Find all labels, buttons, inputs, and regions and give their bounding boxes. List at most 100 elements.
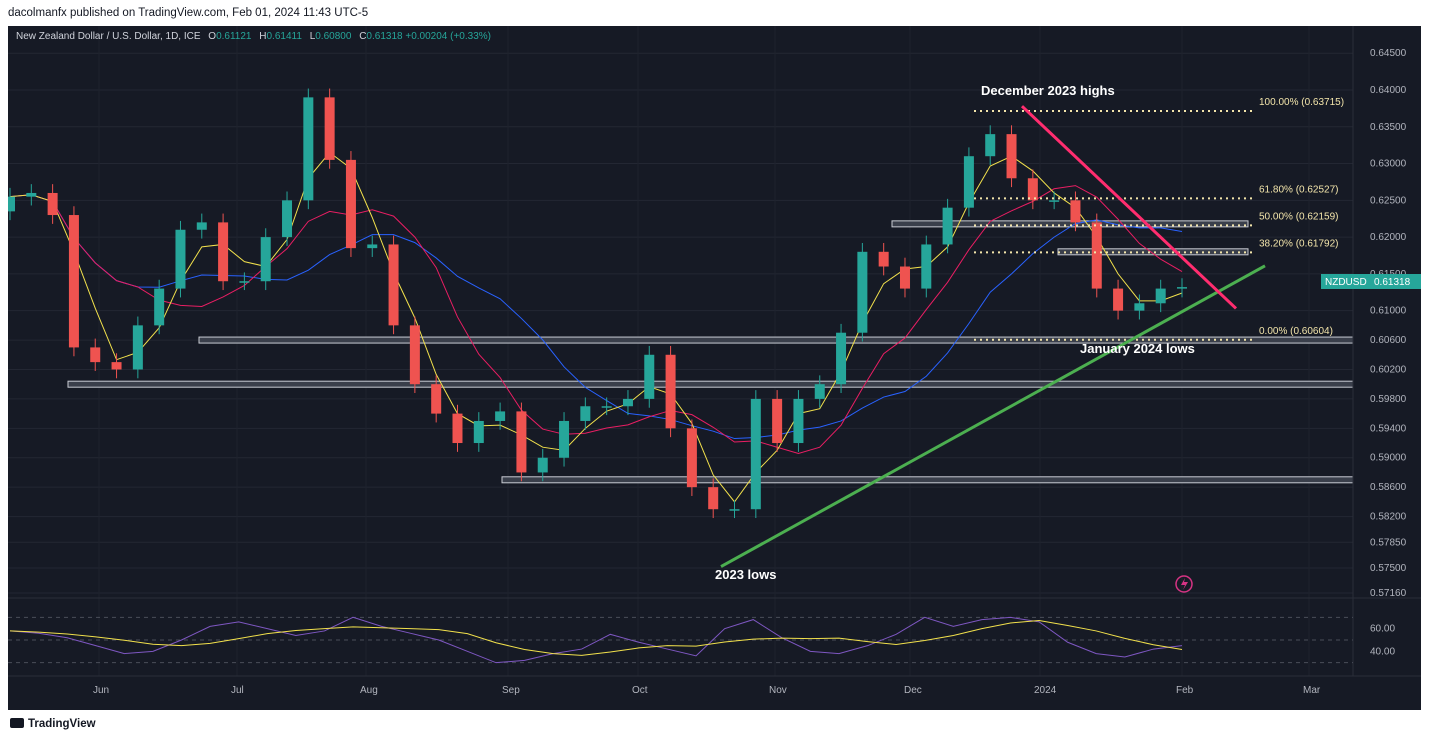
price-chart-svg[interactable]: 100.00% (0.63715) 61.80% (0.62527) 50.00% … — [8, 26, 1421, 710]
price-tick-label: 0.63000 — [1370, 159, 1407, 170]
candle-body — [793, 398, 804, 444]
fib-label: 100.00% (0.63715) — [1259, 97, 1344, 108]
candle-body — [878, 251, 889, 267]
sma-50-line — [9, 151, 1183, 503]
tradingview-logo[interactable]: TradingView — [10, 718, 96, 730]
candle-body — [750, 398, 761, 510]
candle-body — [665, 354, 676, 429]
symbol-legend: New Zealand Dollar / U.S. Dollar, 1D, IC… — [16, 31, 491, 42]
candle-body — [772, 398, 783, 444]
candle-body — [729, 509, 740, 511]
candle-body — [1027, 178, 1038, 201]
candle-body — [367, 244, 378, 249]
uptrend-line — [720, 264, 1266, 568]
publisher-credit: dacolmanfx published on TradingView.com,… — [8, 7, 369, 19]
annotation-2023-lows: 2023 lows — [715, 567, 776, 582]
time-tick-label: Mar — [1303, 685, 1321, 696]
price-tick-label: 0.57160 — [1370, 588, 1407, 599]
candle-body — [68, 215, 79, 348]
candle-body — [175, 229, 186, 289]
legend-close: 0.61318 — [366, 31, 403, 42]
price-tick-label: 0.59400 — [1370, 423, 1407, 434]
annotation-january-lows: January 2024 lows — [1080, 341, 1195, 356]
candle-body — [303, 97, 314, 201]
candle-body — [260, 237, 271, 282]
candle-body — [1155, 288, 1166, 304]
trend-lines — [720, 105, 1266, 568]
candle-body — [1049, 200, 1060, 202]
time-tick-label: 2024 — [1034, 685, 1057, 696]
price-tick-label: 0.60600 — [1370, 335, 1407, 346]
fibonacci-levels: 100.00% (0.63715) 61.80% (0.62527) 50.00% … — [974, 97, 1344, 341]
time-tick-label: Feb — [1176, 685, 1194, 696]
time-tick-label: Dec — [904, 685, 922, 696]
price-badge: NZDUSD 0.61318 — [1321, 274, 1421, 289]
candle-body — [622, 398, 633, 407]
candle-body — [495, 411, 506, 421]
price-tick-label: 0.64500 — [1370, 48, 1407, 59]
support-zone — [67, 380, 1354, 388]
candle-body — [90, 347, 101, 363]
fib-label: 0.00% (0.60604) — [1259, 326, 1333, 337]
downtrend-line — [1020, 105, 1238, 310]
candle-body — [431, 384, 442, 414]
time-axis: Jun Jul Aug Sep Oct Nov Dec 2024 Feb Mar — [93, 685, 1321, 696]
candle-body — [154, 288, 165, 326]
candle-body — [559, 420, 570, 458]
top-bar: dacolmanfx published on TradingView.com,… — [0, 0, 1429, 26]
rsi-line — [9, 616, 1183, 664]
candle-body — [580, 406, 591, 421]
candle-body — [1113, 288, 1124, 311]
candle-body — [1070, 200, 1081, 223]
candle-body — [282, 200, 293, 238]
candle-body — [1091, 222, 1102, 289]
price-badge-symbol-bg — [1321, 274, 1363, 289]
price-badge-value: 0.61318 — [1374, 277, 1411, 288]
lightning-icon[interactable] — [1175, 575, 1193, 593]
candle-body — [1177, 287, 1187, 289]
annotations: December 2023 highs January 2024 lows 20… — [715, 83, 1195, 582]
price-tick-label: 0.62000 — [1370, 232, 1407, 243]
candle-body — [899, 266, 910, 289]
support-zone — [501, 476, 1354, 484]
candle-body — [26, 192, 37, 197]
footer-bar: TradingView — [0, 710, 1429, 739]
tradingview-brand: TradingView — [28, 718, 96, 730]
candle-body — [836, 332, 847, 385]
legend-open: 0.61121 — [216, 31, 252, 42]
candle-body — [388, 244, 399, 326]
annotation-december-highs: December 2023 highs — [981, 83, 1115, 98]
price-badge-value-bg — [1363, 274, 1421, 289]
legend-symbol: New Zealand Dollar / U.S. Dollar, 1D, IC… — [16, 31, 201, 42]
fib-label: 50.00% (0.62159) — [1259, 211, 1339, 222]
candle-body — [8, 196, 15, 212]
candle-body — [921, 244, 932, 289]
time-tick-label: Oct — [632, 685, 648, 696]
time-tick-label: Nov — [769, 685, 787, 696]
price-tick-label: 0.63500 — [1370, 122, 1407, 133]
price-tick-label: 0.64000 — [1370, 85, 1407, 96]
legend-close-label: C — [359, 31, 367, 42]
rsi-signal-line — [9, 620, 1183, 656]
candle-body — [644, 354, 655, 399]
candle-body — [814, 384, 825, 399]
candle-body — [111, 362, 122, 370]
candle-body — [452, 413, 463, 444]
chart-panel[interactable]: 100.00% (0.63715) 61.80% (0.62527) 50.00% … — [8, 26, 1421, 710]
candle-body — [218, 222, 229, 282]
price-tick-label: 0.59800 — [1370, 394, 1407, 405]
candle-body — [132, 325, 143, 370]
legend-open-label: O — [208, 31, 217, 42]
price-tick-label: 0.60200 — [1370, 364, 1407, 375]
candle-body — [708, 487, 719, 510]
price-tick-label: 0.59000 — [1370, 453, 1407, 464]
grid-lines — [8, 26, 1353, 676]
candle-body — [1134, 303, 1145, 311]
candle-body — [963, 156, 974, 208]
price-tick-label: 0.62500 — [1370, 195, 1407, 206]
candle-body — [196, 222, 207, 230]
candle-body — [473, 420, 484, 444]
candle-body — [1006, 134, 1017, 179]
candle-body — [601, 406, 612, 408]
time-tick-label: Sep — [502, 685, 520, 696]
